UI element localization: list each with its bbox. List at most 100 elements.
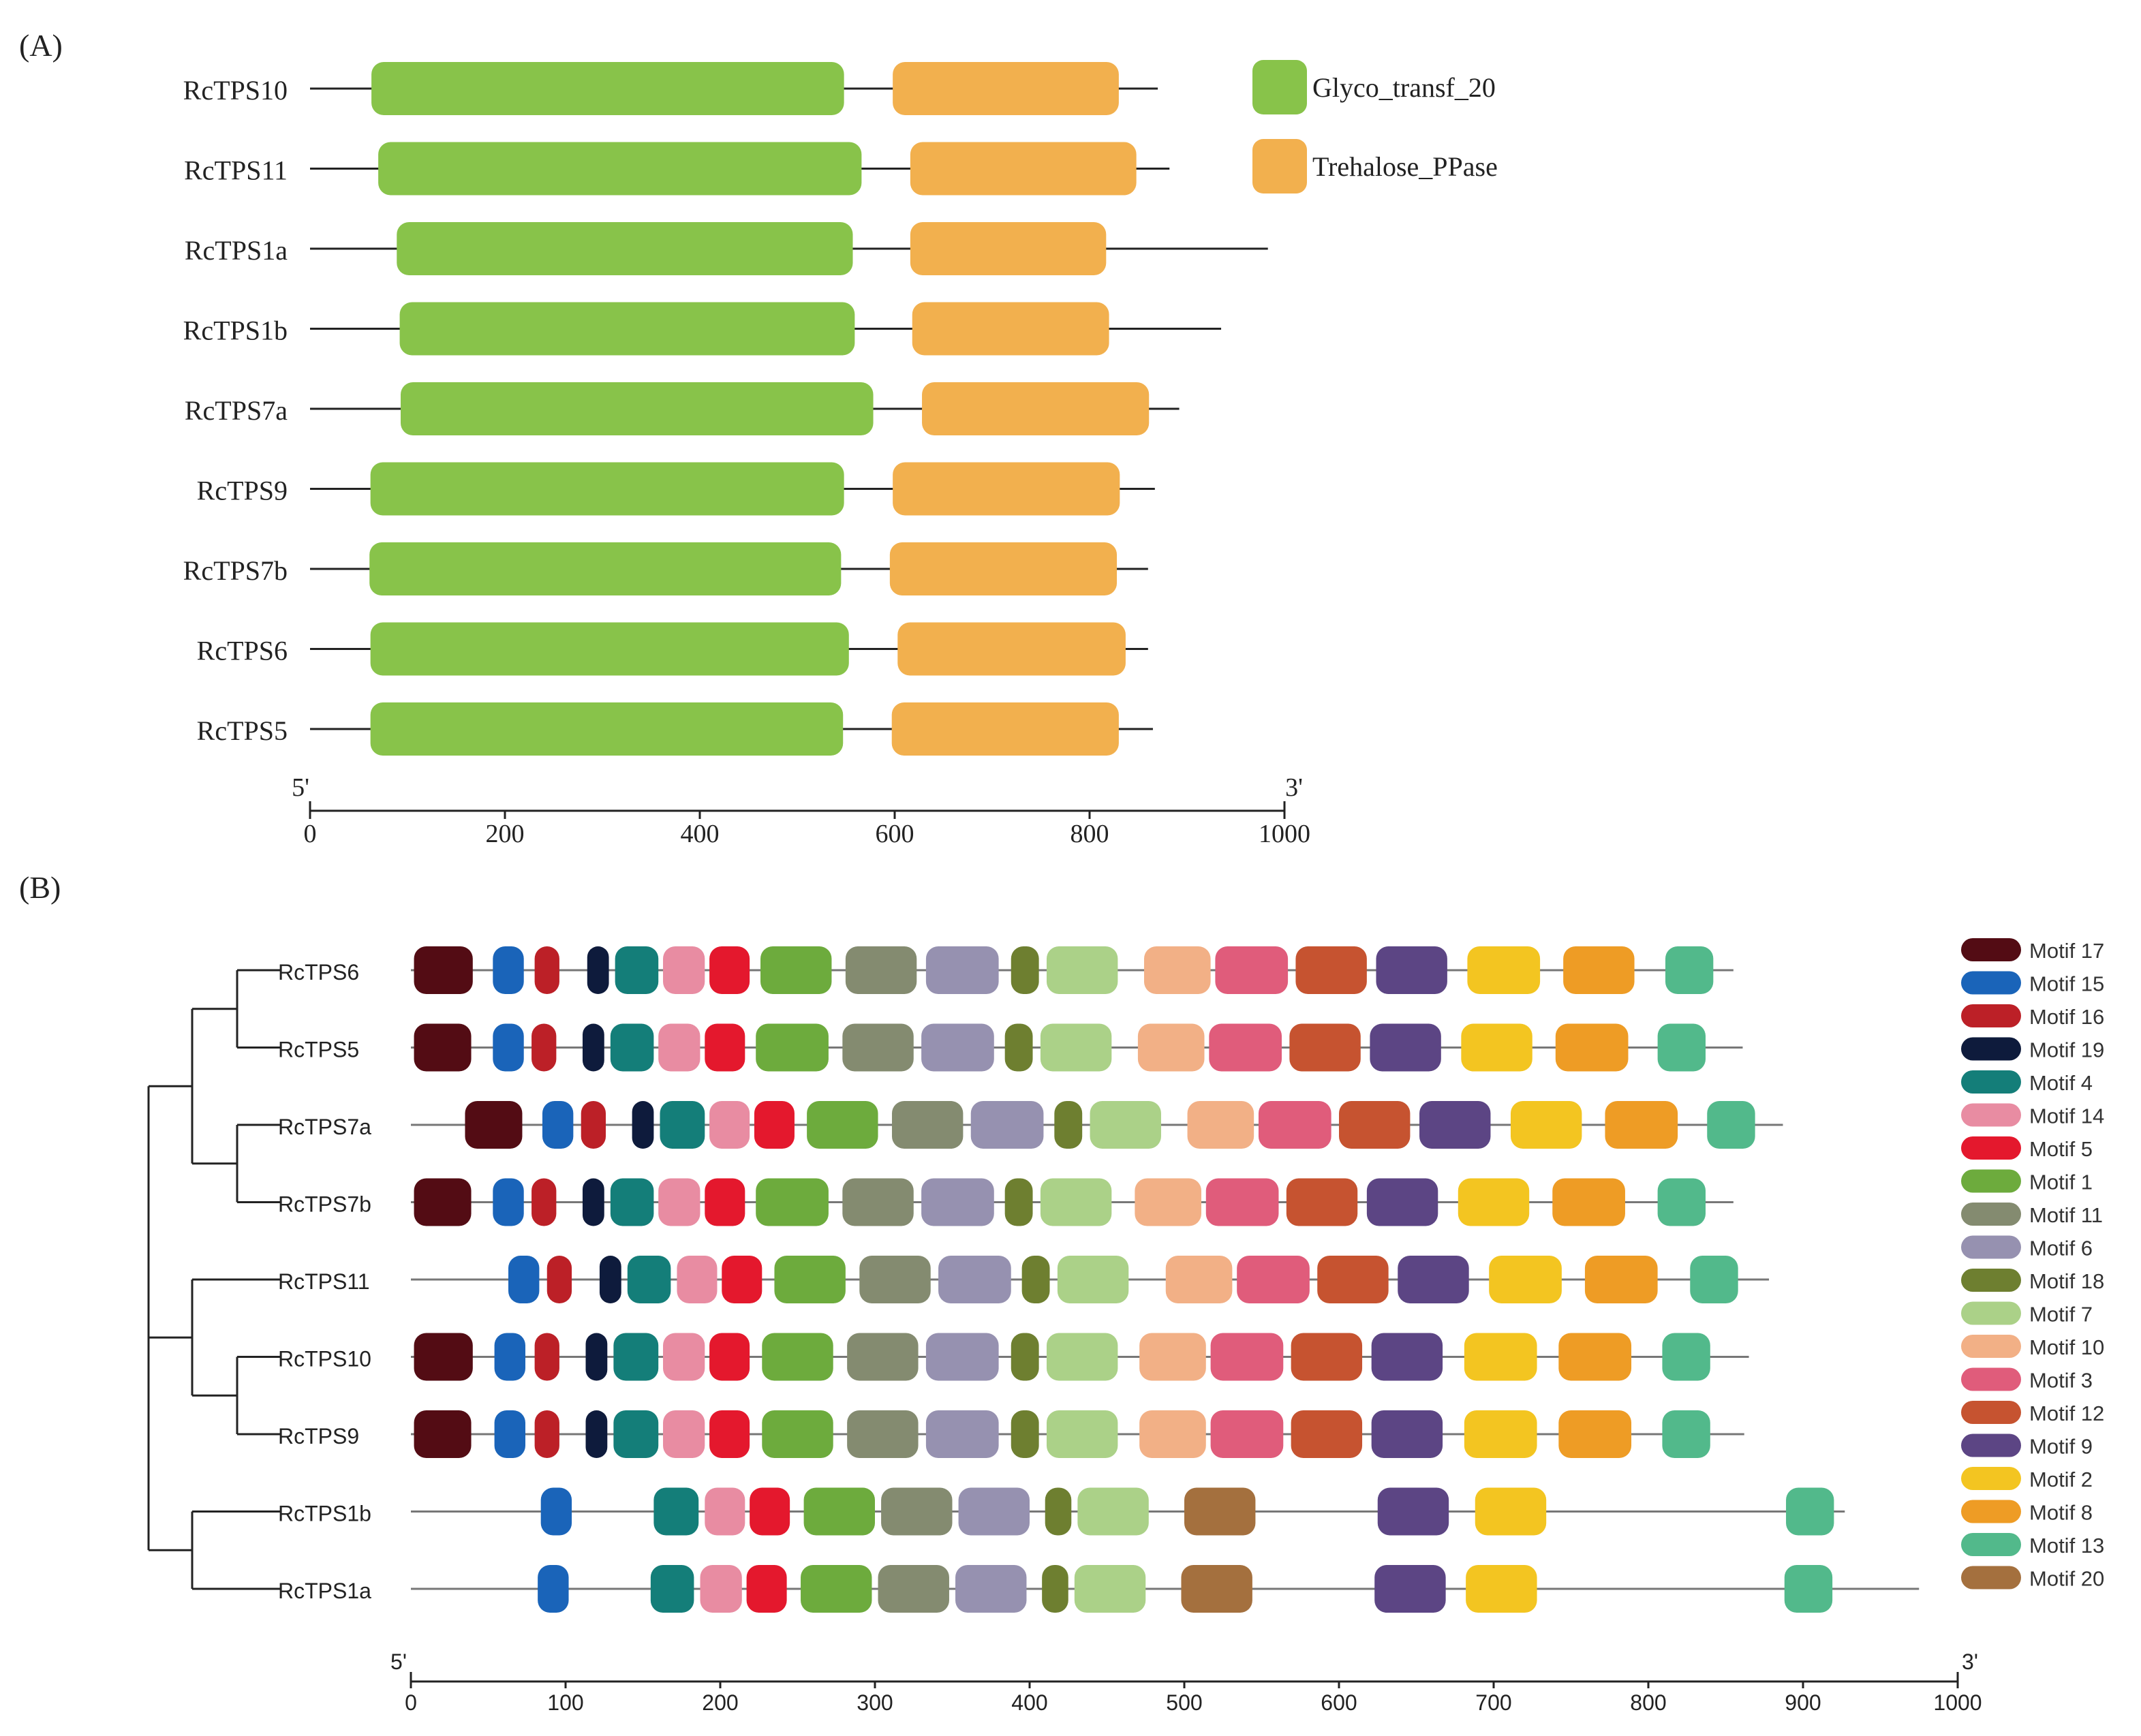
legend-swatch-glyco-transf-20 (1252, 60, 1307, 114)
protein-label: RcTPS6 (278, 960, 359, 985)
motif-motif-14 (663, 946, 705, 994)
motif-motif-5 (750, 1487, 790, 1536)
panel-b: (B) RcTPS6 RcTPS5 RcTPS7a RcTPS7b RcTPS11 RcT… (19, 870, 2104, 1715)
axis-tick-label: 0 (304, 820, 317, 848)
motif-motif-14 (709, 1101, 750, 1149)
motif-motif-14 (663, 1410, 705, 1458)
protein-label: RcTPS1a (278, 1579, 371, 1603)
axis-tick-label: 1000 (1259, 820, 1310, 848)
domain-trehalose-ppase (891, 702, 1119, 756)
motif-motif-5 (746, 1565, 787, 1613)
motif-motif-20 (1184, 1487, 1256, 1536)
motif-motif-4 (613, 1333, 659, 1381)
motif-motif-8 (1584, 1256, 1658, 1303)
domain-glyco-transf-20 (370, 702, 844, 756)
motif-motif-19 (582, 1023, 604, 1072)
legend-swatch-motif-10 (1961, 1335, 2021, 1358)
motif-motif-13 (1690, 1256, 1738, 1303)
motif-motif-9 (1374, 1565, 1446, 1613)
motif-motif-16 (534, 946, 559, 994)
axis-tick-label: 300 (857, 1690, 893, 1715)
motif-motif-20 (1181, 1565, 1252, 1613)
axis-tick-label: 900 (1785, 1690, 1821, 1715)
domain-trehalose-ppase (897, 622, 1126, 676)
legend-label: Motif 17 (2029, 939, 2104, 963)
panel-a: (A) RcTPS10 RcTPS11 RcTPS1a RcTPS1b RcTPS7a R… (19, 28, 1498, 848)
legend-label: Trehalose_PPase (1312, 151, 1498, 182)
motif-motif-2 (1466, 1565, 1537, 1613)
protein-label: RcTPS6 (197, 636, 288, 666)
legend-swatch-motif-19 (1961, 1037, 2021, 1061)
motif-motif-15 (493, 1023, 524, 1072)
motif-motif-15 (542, 1101, 574, 1149)
motif-motif-17 (414, 946, 473, 994)
motif-motif-18 (1011, 946, 1039, 994)
motif-motif-10 (1165, 1256, 1233, 1303)
legend-label: Motif 10 (2029, 1335, 2104, 1359)
legend-swatch-trehalose-ppase (1252, 139, 1307, 193)
motif-motif-12 (1291, 1333, 1363, 1381)
motif-motif-6 (970, 1101, 1044, 1149)
motif-motif-4 (650, 1565, 694, 1613)
motif-motif-18 (1011, 1410, 1039, 1458)
domain-glyco-transf-20 (371, 62, 844, 115)
motif-motif-6 (955, 1565, 1027, 1613)
protein-label: RcTPS7b (278, 1192, 371, 1217)
motif-motif-11 (847, 1333, 919, 1381)
domain-trehalose-ppase (912, 302, 1109, 356)
domain-glyco-transf-20 (378, 142, 862, 196)
legend-label: Motif 18 (2029, 1269, 2104, 1293)
motif-motif-9 (1398, 1256, 1469, 1303)
motif-motif-8 (1558, 1410, 1632, 1458)
motif-motif-14 (658, 1178, 700, 1226)
motif-motif-14 (658, 1023, 700, 1072)
motif-motif-3 (1210, 1333, 1284, 1381)
legend-swatch-motif-2 (1961, 1467, 2021, 1490)
motif-motif-7 (1040, 1023, 1112, 1072)
motif-motif-9 (1366, 1178, 1438, 1226)
motif-motif-12 (1339, 1101, 1411, 1149)
protein-label: RcTPS9 (278, 1424, 359, 1448)
domain-glyco-transf-20 (370, 462, 844, 516)
motif-motif-10 (1143, 946, 1211, 994)
motif-motif-11 (845, 946, 917, 994)
motif-motif-7 (1074, 1565, 1146, 1613)
axis-tick-label: 100 (547, 1690, 583, 1715)
motif-motif-4 (610, 1023, 654, 1072)
motif-motif-17 (414, 1178, 472, 1226)
protein-label: RcTPS1a (185, 235, 288, 266)
protein-label: RcTPS1b (278, 1502, 371, 1526)
motif-motif-2 (1461, 1023, 1532, 1072)
motif-motif-8 (1558, 1333, 1632, 1381)
legend-label: Motif 12 (2029, 1401, 2104, 1425)
motif-motif-10 (1187, 1101, 1254, 1149)
motif-motif-13 (1662, 1333, 1710, 1381)
motif-motif-5 (709, 1333, 750, 1381)
protein-label: RcTPS5 (197, 715, 288, 746)
motif-motif-15 (540, 1487, 572, 1536)
axis-tick-label: 200 (702, 1690, 738, 1715)
protein-row-rctps5: RcTPS5 (197, 702, 1153, 756)
motif-motif-9 (1370, 1023, 1441, 1072)
motif-motif-6 (925, 946, 999, 994)
motif-motif-2 (1458, 1178, 1530, 1226)
motif-row-rctps10: RcTPS10 (278, 1333, 1749, 1381)
motif-motif-18 (1042, 1565, 1068, 1613)
motif-motif-11 (847, 1410, 919, 1458)
motif-motif-3 (1205, 1178, 1279, 1226)
motif-motif-1 (774, 1256, 846, 1303)
motif-motif-1 (801, 1565, 872, 1613)
axis-five-prime: 5' (390, 1649, 407, 1674)
axis-tick-label: 800 (1070, 820, 1109, 848)
motif-motif-1 (762, 1333, 833, 1381)
axis-tick-label: 400 (1011, 1690, 1047, 1715)
legend-swatch-motif-6 (1961, 1235, 2021, 1259)
panel-b-label: (B) (19, 870, 61, 905)
motif-motif-1 (762, 1410, 833, 1458)
motif-row-rctps7b: RcTPS7b (278, 1178, 1734, 1226)
legend-label: Motif 5 (2029, 1137, 2093, 1161)
protein-row-rctps9: RcTPS9 (197, 462, 1155, 516)
motif-motif-7 (1077, 1487, 1149, 1536)
motif-motif-16 (546, 1256, 572, 1303)
motif-motif-18 (1004, 1178, 1033, 1226)
